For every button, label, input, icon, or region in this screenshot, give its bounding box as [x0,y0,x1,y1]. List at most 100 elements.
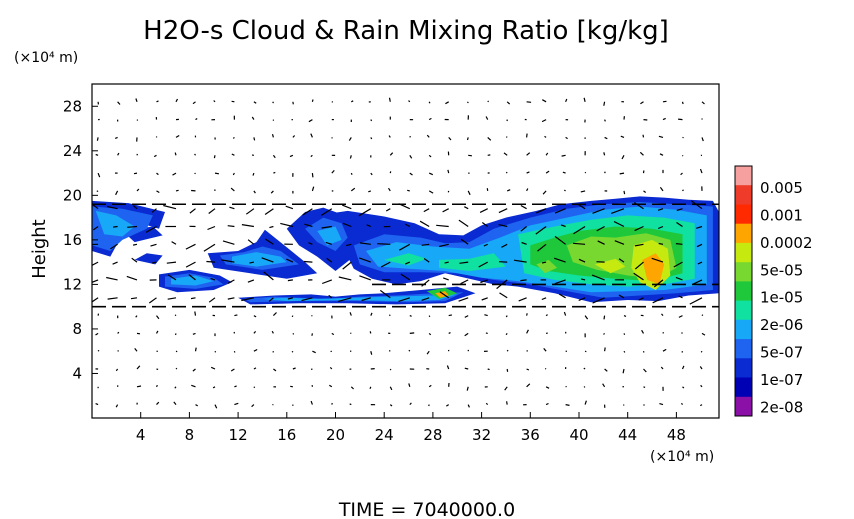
wind-vector [269,225,274,229]
wind-vector [409,332,415,334]
field-region [439,253,506,271]
wind-vector [584,350,587,353]
wind-vector [156,190,160,194]
wind-vector [681,350,684,353]
wind-vector [506,189,511,192]
field-region [134,253,163,265]
wind-vector [643,368,647,373]
wind-vector [478,261,488,268]
wind-vector [191,384,196,388]
wind-vector [342,222,352,228]
wind-vector [151,261,157,264]
wind-vector [542,99,547,103]
wind-vector [578,297,586,302]
wind-vector [678,295,683,299]
wind-vector [526,188,529,192]
wind-vector [499,292,508,299]
wind-vector [700,350,703,353]
wind-vector [261,257,274,263]
wind-vector [662,117,666,121]
wind-vector [175,367,178,370]
wind-vector [409,315,412,317]
wind-vector [253,190,256,194]
wind-vector [660,366,664,370]
wind-vector [110,243,118,250]
wind-vector [466,386,469,391]
wind-vector [621,155,625,160]
field-region [317,226,342,246]
wind-vector [135,98,138,102]
chart-title: H2O-s Cloud & Rain Mixing Ratio [kg/kg] [143,16,669,46]
wind-vector [273,368,277,372]
wind-vector [166,261,177,264]
wind-vector [604,136,608,140]
wind-vector [117,101,121,105]
wind-vector [541,261,547,264]
wind-vector [349,312,352,316]
wind-vector [459,261,469,264]
wind-vector [580,190,586,193]
wind-vector [326,257,333,263]
wind-vector [135,315,138,318]
wind-vector [126,275,138,281]
x-tick-label: 4 [136,426,146,444]
wind-vector [156,172,159,176]
wind-vector [658,135,664,138]
wind-vector [408,349,411,352]
field-region [95,210,135,237]
wind-vector [562,171,566,174]
colorbar-swatch [735,396,752,417]
wind-vector [421,243,430,246]
wind-vector [545,170,550,174]
wind-vector [127,225,138,228]
wind-vector [194,347,197,352]
wind-vector [117,331,120,334]
wind-vector [370,312,373,316]
wind-vector [504,386,508,391]
wind-vector [436,224,449,228]
wind-vector [338,297,352,302]
wind-vector [487,368,490,371]
wind-vector [156,401,160,406]
wind-vector [175,134,180,138]
wind-vector [388,187,391,192]
wind-vector [467,190,471,196]
wind-vector [561,154,566,157]
wind-vector [423,208,430,213]
wind-vector [662,100,667,103]
wind-vector [400,273,411,281]
wind-vector [302,208,313,216]
wind-vector [286,258,294,263]
wind-vector [291,350,294,353]
wind-vector [643,386,646,388]
wind-vector [603,101,606,106]
wind-vector [292,333,295,335]
wind-vector [618,294,625,299]
wind-vector [701,314,704,316]
wind-vector [208,297,216,303]
wind-vector [115,404,119,408]
wind-vector [301,297,313,302]
wind-vector [312,350,316,354]
colorbar-label: 0.0002 [760,234,813,252]
wind-vector [448,137,452,141]
y-tick-label: 4 [72,364,82,382]
wind-vector [505,315,508,318]
wind-vector [311,186,315,192]
colorbar-label: 2e-08 [760,398,803,416]
wind-vector [604,347,606,352]
wind-vector [681,101,684,105]
wind-vector [174,333,177,336]
wind-vector [580,278,586,281]
wind-vector [227,225,235,228]
wind-vector [145,225,157,233]
wind-vector [583,97,586,102]
x-tick-label: 12 [229,426,248,444]
wind-vector [310,400,313,405]
wind-vector [370,172,373,176]
wind-vector [428,117,432,121]
wind-vector [175,189,179,192]
wind-vector [134,348,138,352]
colorbar-label: 1e-05 [760,289,803,307]
wind-vector [696,243,703,248]
